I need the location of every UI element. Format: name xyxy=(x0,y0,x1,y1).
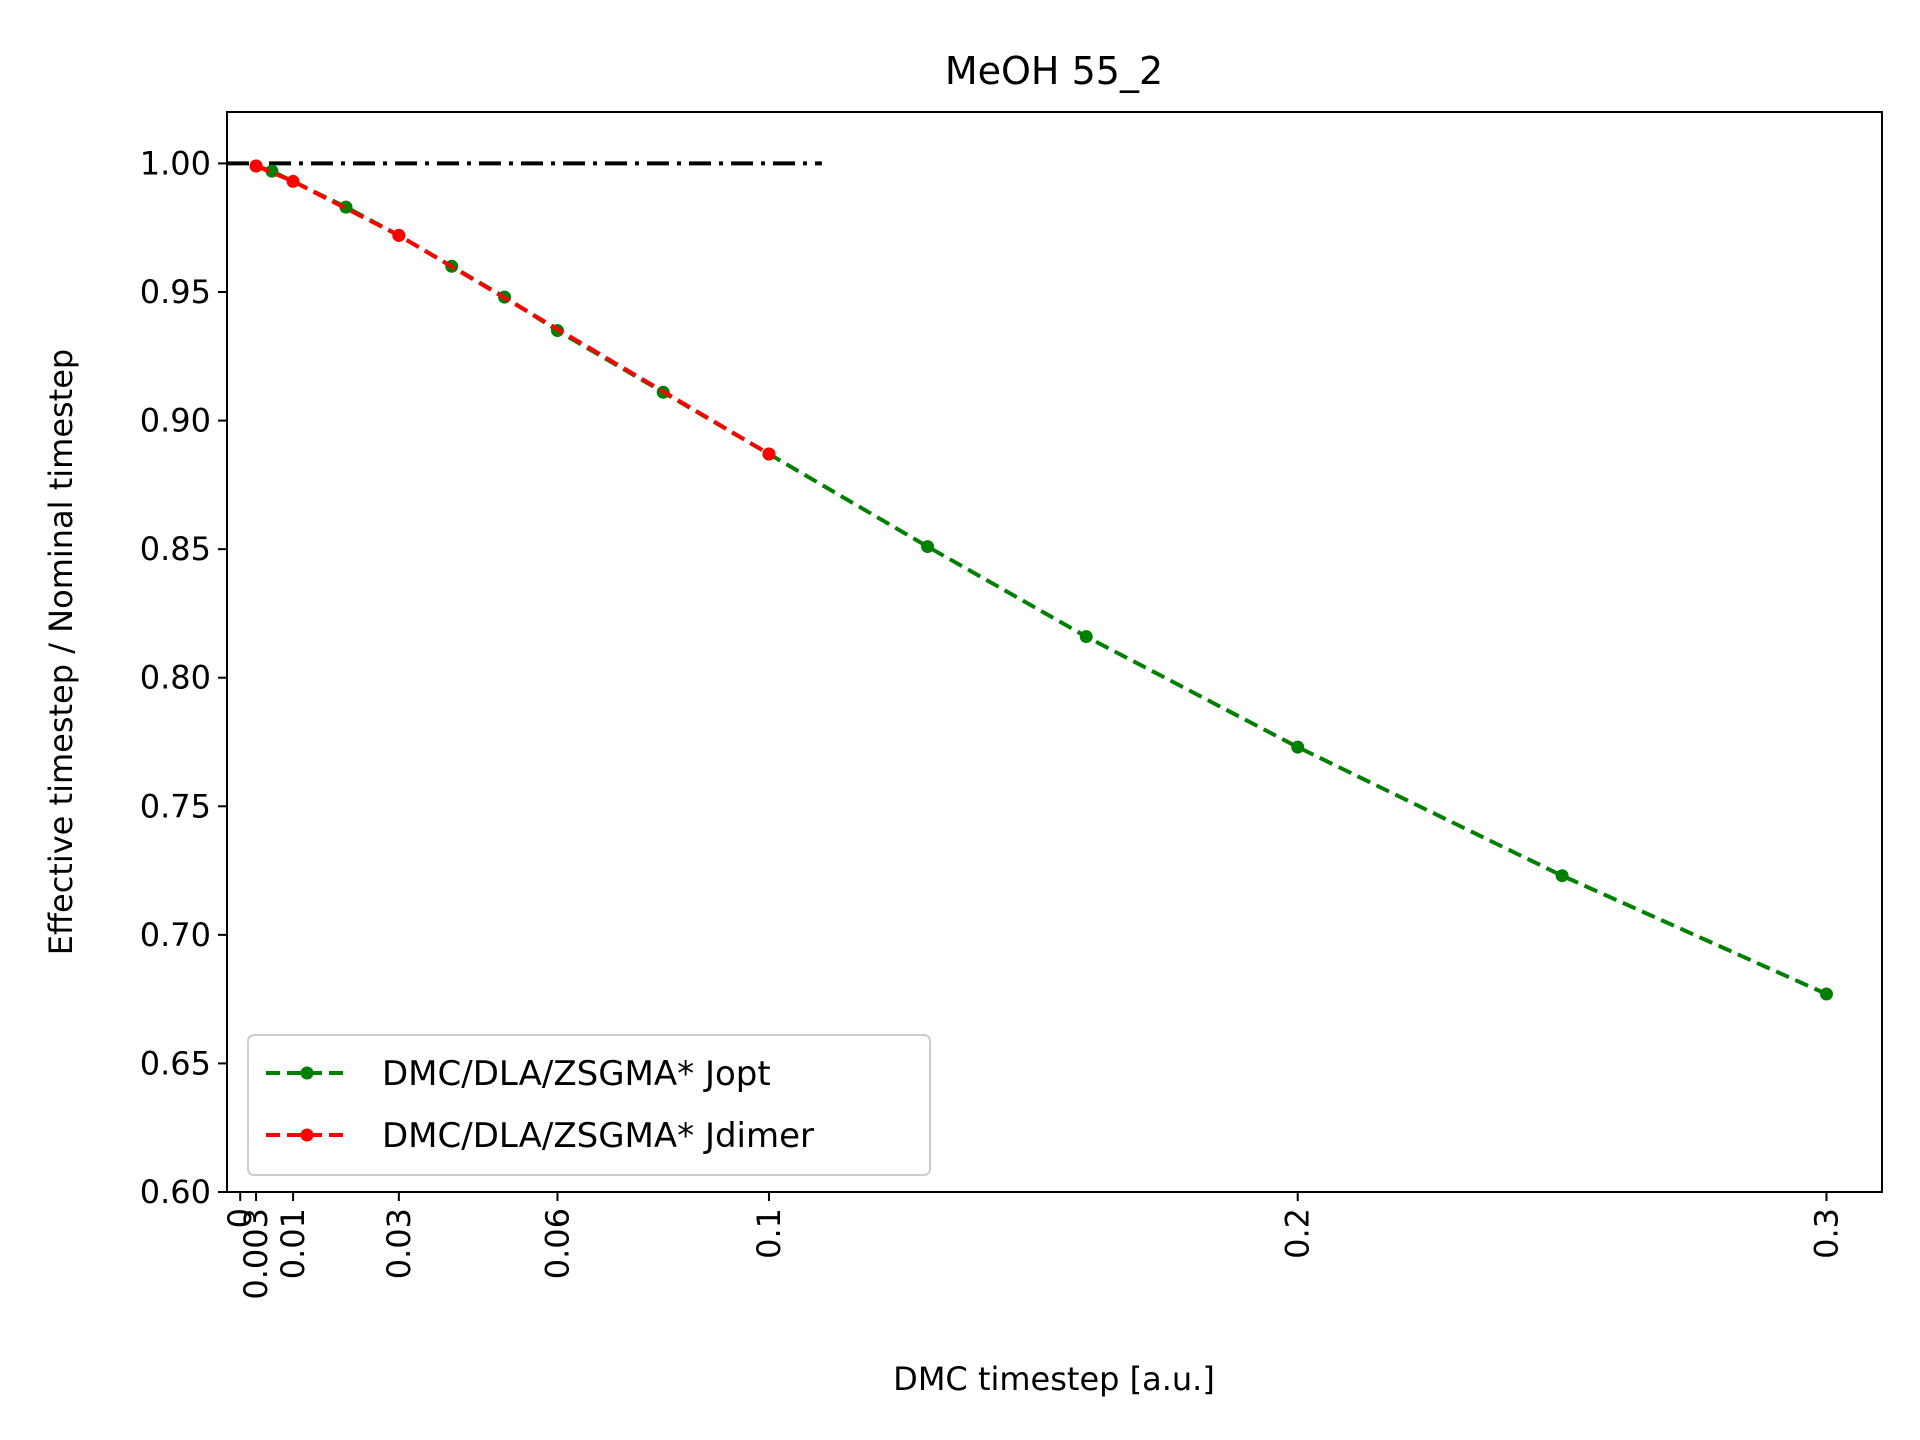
axes-frame xyxy=(226,111,1883,1193)
legend-entry: DMC/DLA/ZSGMA* Jopt xyxy=(266,1054,771,1094)
legend-label: DMC/DLA/ZSGMA* Jdimer xyxy=(382,1116,814,1156)
data-point xyxy=(1079,630,1093,644)
legend-entry: DMC/DLA/ZSGMA* Jdimer xyxy=(266,1116,814,1156)
x-tick-label: 0.3 xyxy=(1807,1208,1845,1259)
y-tick-label: 0.90 xyxy=(140,402,211,440)
x-tick-label: 0 xyxy=(221,1208,259,1228)
data-point xyxy=(1555,869,1569,883)
series-layer xyxy=(227,159,1833,1001)
y-tick-label: 0.95 xyxy=(140,273,211,311)
y-tick-label: 0.60 xyxy=(140,1173,211,1211)
data-point xyxy=(762,447,776,461)
chart-title: MeOH 55_2 xyxy=(945,49,1163,93)
y-axis-ticks: 0.60 0.65 0.70 0.75 0.80 0.85 0.90 0.95 1.00 xyxy=(140,144,227,1211)
y-tick-label: 0.80 xyxy=(140,659,211,697)
data-point xyxy=(1819,987,1833,1001)
legend-marker xyxy=(300,1066,314,1080)
x-tick-label: 0.03 xyxy=(380,1208,418,1279)
x-tick-label: 0.2 xyxy=(1279,1208,1317,1259)
x-tick-label: 0.1 xyxy=(750,1208,788,1259)
y-tick-label: 1.00 xyxy=(140,144,211,182)
y-axis-title: Effective timestep / Nominal timestep xyxy=(42,349,80,955)
legend-label: DMC/DLA/ZSGMA* Jopt xyxy=(382,1054,771,1094)
data-point xyxy=(921,540,935,554)
y-tick-label: 0.65 xyxy=(140,1044,211,1082)
data-point xyxy=(339,200,353,214)
legend-marker xyxy=(300,1128,314,1142)
legend-box xyxy=(247,1034,931,1176)
data-point xyxy=(265,164,279,178)
x-tick-label: 0.01 xyxy=(274,1208,312,1279)
data-point xyxy=(392,228,406,242)
x-axis-title: DMC timestep [a.u.] xyxy=(893,1360,1215,1398)
x-tick-label: 0.003 xyxy=(237,1208,275,1300)
data-point xyxy=(1291,740,1305,754)
y-tick-label: 0.70 xyxy=(140,916,211,954)
x-axis-ticks: 00.003 0.01 0.03 0.06 0.1 0.2 0.3 xyxy=(221,1192,1845,1300)
y-tick-label: 0.85 xyxy=(140,530,211,568)
data-point xyxy=(286,174,300,188)
legend: DMC/DLA/ZSGMA* Jopt DMC/DLA/ZSGMA* Jdimer xyxy=(247,1034,931,1176)
y-tick-label: 0.75 xyxy=(140,787,211,825)
data-point xyxy=(249,159,263,173)
series-2 xyxy=(249,159,776,461)
x-tick-label: 0.06 xyxy=(538,1208,576,1279)
